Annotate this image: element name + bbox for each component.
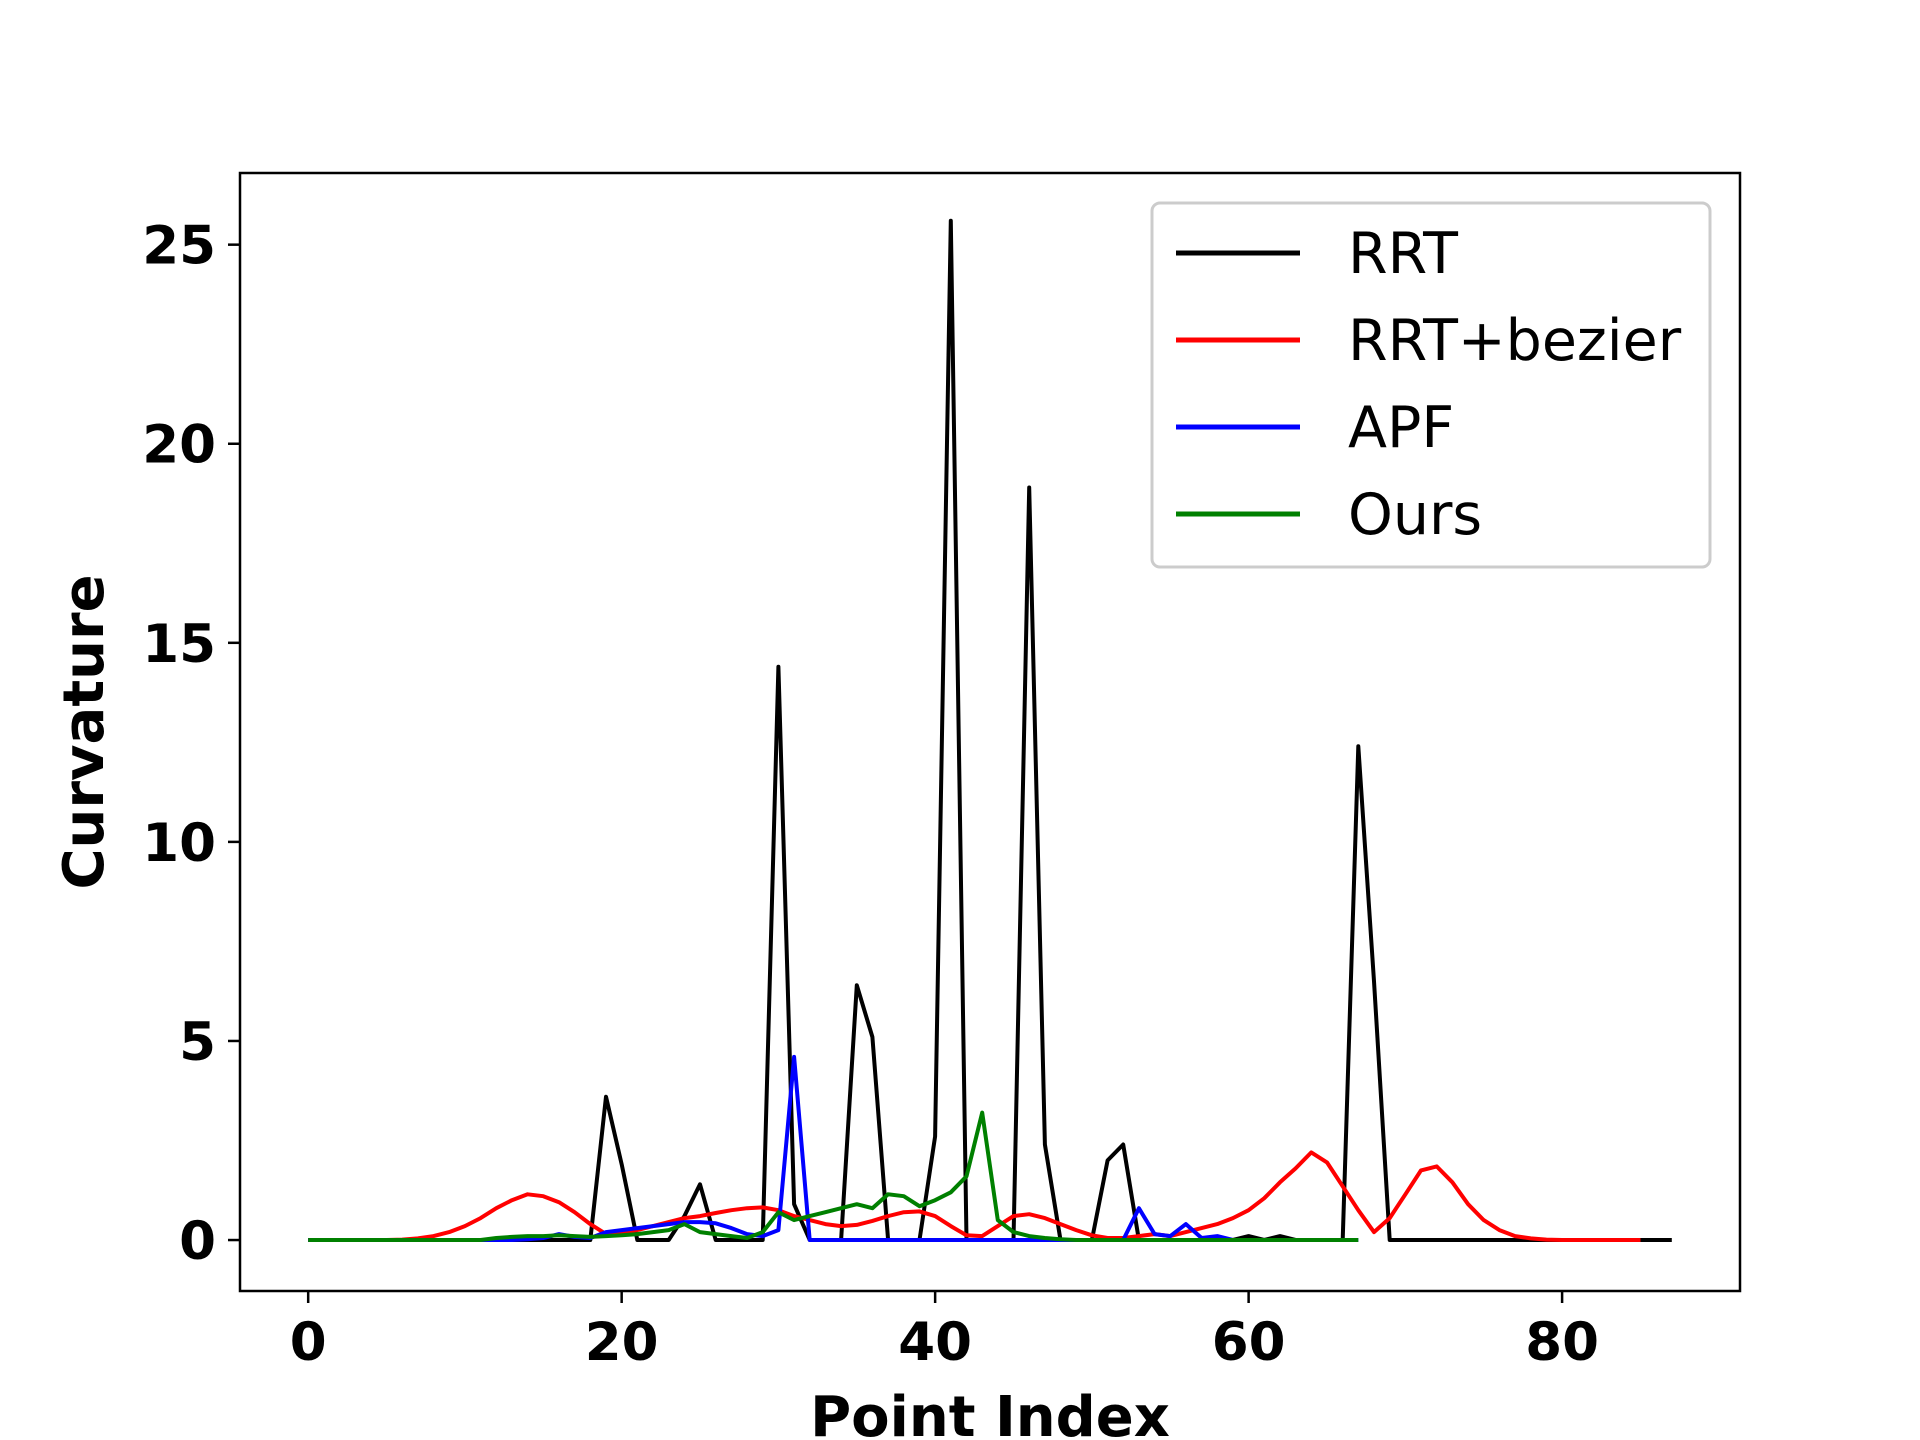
y-axis-ticks: 0 5 10 15 20 25 — [142, 216, 240, 1272]
legend-box — [1150, 201, 1712, 569]
y-axis-title: Curvature — [52, 574, 117, 889]
plot-frame — [238, 171, 1742, 1293]
plot-lines — [308, 218, 1672, 1242]
y-tick-label: 25 — [142, 216, 216, 277]
y-tick-label: 5 — [179, 1012, 216, 1073]
y-tick-label: 0 — [179, 1211, 216, 1272]
legend-label: Ours — [1348, 482, 1482, 548]
x-tick-label: 20 — [585, 1312, 659, 1373]
legend-label: RRT+bezier — [1348, 308, 1682, 374]
legend: RRT RRT+bezier APF Ours — [1150, 201, 1712, 569]
x-axis-ticks: 0 20 40 60 80 — [290, 1291, 1599, 1373]
y-tick-label: 10 — [142, 813, 216, 874]
y-tick-label: 20 — [142, 415, 216, 476]
legend-label: APF — [1348, 395, 1454, 461]
legend-label: RRT — [1348, 221, 1458, 287]
series-line-rrt-bezier — [308, 1150, 1641, 1242]
series-line-ours — [308, 1110, 1359, 1242]
x-tick-label: 60 — [1212, 1312, 1286, 1373]
x-axis-title: Point Index — [810, 1385, 1170, 1440]
x-tick-label: 0 — [290, 1312, 327, 1373]
x-tick-label: 40 — [898, 1312, 972, 1373]
x-tick-label: 80 — [1525, 1312, 1599, 1373]
y-tick-label: 15 — [142, 614, 216, 675]
